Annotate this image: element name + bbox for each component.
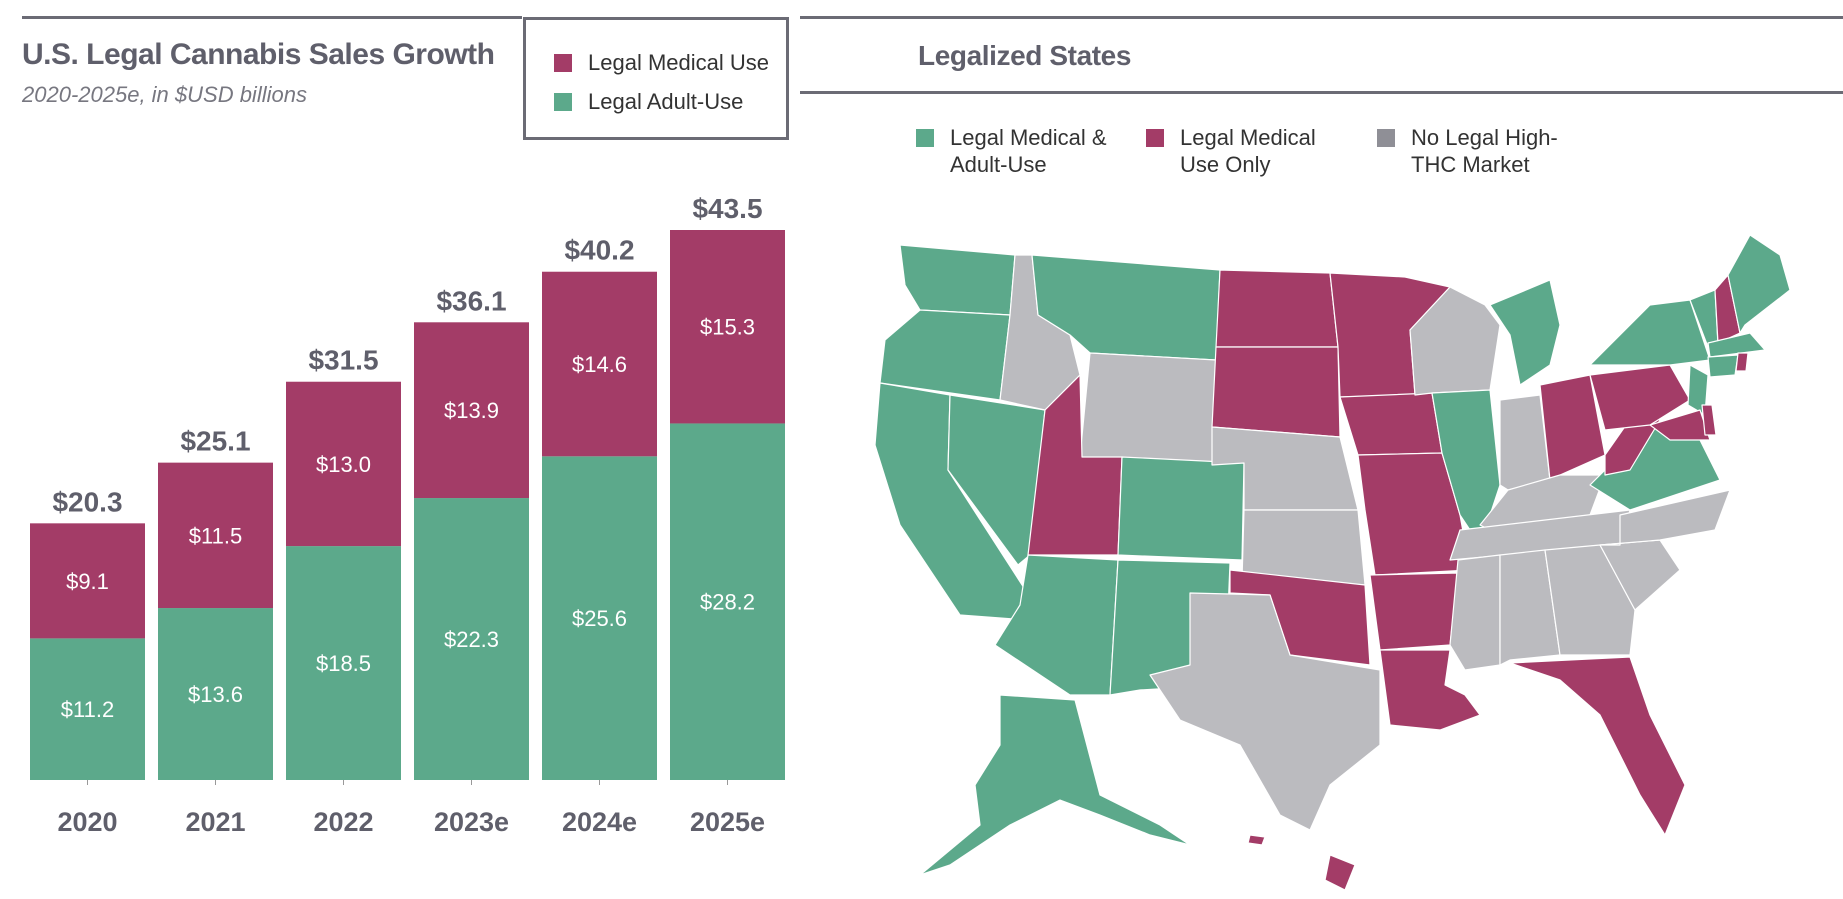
bar-label-adult-use: $28.2 [700, 590, 755, 615]
state-florida [1509, 656, 1686, 836]
state-wyoming [1079, 352, 1217, 466]
bar-total-label: $20.3 [52, 486, 122, 517]
state-hawaii [1247, 834, 1266, 846]
state-michigan [1489, 279, 1561, 386]
map-legend-label-adult-use-line2: Adult-Use [950, 152, 1047, 177]
bar-adult-use [30, 638, 145, 780]
bar-adult-use [670, 423, 785, 780]
state-alabama [1499, 549, 1561, 666]
map-legend-label-no-market-line1: No Legal High- [1411, 125, 1558, 150]
map-legend-item-no-market: No Legal High- THC Market [1377, 124, 1558, 178]
state-wisconsin [1409, 286, 1501, 396]
state-nevada [947, 394, 1046, 566]
state-ohio [1539, 374, 1606, 481]
state-mississippi [1449, 554, 1501, 671]
bar-label-adult-use: $18.5 [316, 651, 371, 676]
state-texas [1149, 592, 1381, 831]
chart-title: U.S. Legal Cannabis Sales Growth [22, 38, 495, 71]
x-tick-label: 2025e [690, 807, 765, 837]
x-tick-label: 2022 [313, 807, 373, 837]
state-colorado [1117, 456, 1245, 561]
bar-label-adult-use: $22.3 [444, 627, 499, 652]
bar-medical [670, 230, 785, 424]
state-new-york [1589, 299, 1711, 366]
map-top-rule [800, 16, 1843, 19]
bar-total-label: $43.5 [692, 193, 762, 224]
bar-medical [158, 462, 273, 609]
bar-label-medical: $13.0 [316, 452, 371, 477]
state-louisiana [1379, 649, 1481, 731]
map-legend-label-medical-line2: Use Only [1180, 152, 1271, 177]
bar-label-medical: $11.5 [189, 523, 242, 548]
state-massachusetts [1707, 332, 1766, 358]
state-north-carolina [1599, 489, 1731, 546]
state-rhode-island [1735, 352, 1749, 372]
map-legend-item-adult-use: Legal Medical & Adult-Use [916, 124, 1107, 178]
us-map [874, 234, 1791, 890]
state-alaska [919, 694, 1191, 876]
state-maryland [1649, 409, 1711, 441]
state-pennsylvania [1589, 364, 1691, 431]
bar-total-label: $25.1 [180, 426, 250, 457]
map-legend-label-adult-use-line1: Legal Medical & [950, 125, 1107, 150]
map-legend-item-medical: Legal Medical Use Only [1146, 124, 1316, 178]
bar-medical [286, 381, 401, 547]
chart-subtitle: 2020-2025e, in $USD billions [22, 82, 307, 107]
legend-item-medical: Legal Medical Use [554, 50, 769, 76]
x-tick-label: 2020 [57, 807, 117, 837]
bar-total-label: $40.2 [564, 235, 634, 266]
bar-label-adult-use: $11.2 [61, 697, 114, 722]
bar-label-medical: $14.6 [572, 352, 627, 377]
map-title-rule [800, 91, 1843, 94]
state-connecticut [1707, 354, 1739, 378]
map-legend-label-no-market-line2: THC Market [1411, 152, 1530, 177]
bar-adult-use [414, 498, 529, 780]
bar-medical [414, 322, 529, 499]
state-maine [1727, 234, 1791, 334]
bar-label-medical: $13.9 [444, 398, 499, 423]
legend-swatch-medical [554, 54, 572, 72]
bar-chart: $11.2 $9.1 $20.3 2020 $13.6 $11.5 $25.1 2021 $18… [30, 193, 785, 837]
state-washington [899, 244, 1016, 316]
state-south-dakota [1211, 346, 1341, 438]
map-legend-swatch-medical [1146, 129, 1164, 147]
bar-label-adult-use: $13.6 [188, 682, 243, 707]
x-tick-label: 2021 [185, 807, 245, 837]
legend-swatch-adult-use [554, 93, 572, 111]
legend-item-adult-use: Legal Adult-Use [554, 89, 743, 115]
chart-legend: Legal Medical Use Legal Adult-Use [523, 17, 789, 140]
state-north-dakota [1215, 269, 1339, 348]
state-delaware [1701, 404, 1717, 436]
state-iowa [1339, 392, 1443, 456]
bar-label-medical: $9.1 [66, 569, 109, 594]
legend-label-medical: Legal Medical Use [588, 50, 769, 75]
bar-adult-use [286, 546, 401, 780]
bar-adult-use [158, 608, 273, 780]
bar-total-label: $36.1 [436, 285, 506, 316]
bar-label-adult-use: $25.6 [572, 606, 627, 631]
map-legend-swatch-no-market [1377, 129, 1395, 147]
chart-top-rule [22, 16, 522, 19]
bar-adult-use [542, 456, 657, 780]
bar-medical [30, 523, 145, 639]
bar-medical [542, 271, 657, 457]
state-hawaii-big-island [1324, 854, 1356, 890]
x-tick-label: 2023e [434, 807, 509, 837]
bar-label-medical: $15.3 [700, 315, 755, 340]
map-title: Legalized States [918, 40, 1132, 71]
state-arkansas [1369, 572, 1459, 651]
map-legend-swatch-adult-use [916, 129, 934, 147]
state-georgia [1544, 544, 1636, 656]
state-oregon [879, 309, 1011, 401]
x-tick-label: 2024e [562, 807, 637, 837]
legend-label-adult-use: Legal Adult-Use [588, 89, 744, 114]
bar-total-label: $31.5 [308, 345, 378, 376]
map-legend-label-medical-line1: Legal Medical [1180, 125, 1316, 150]
